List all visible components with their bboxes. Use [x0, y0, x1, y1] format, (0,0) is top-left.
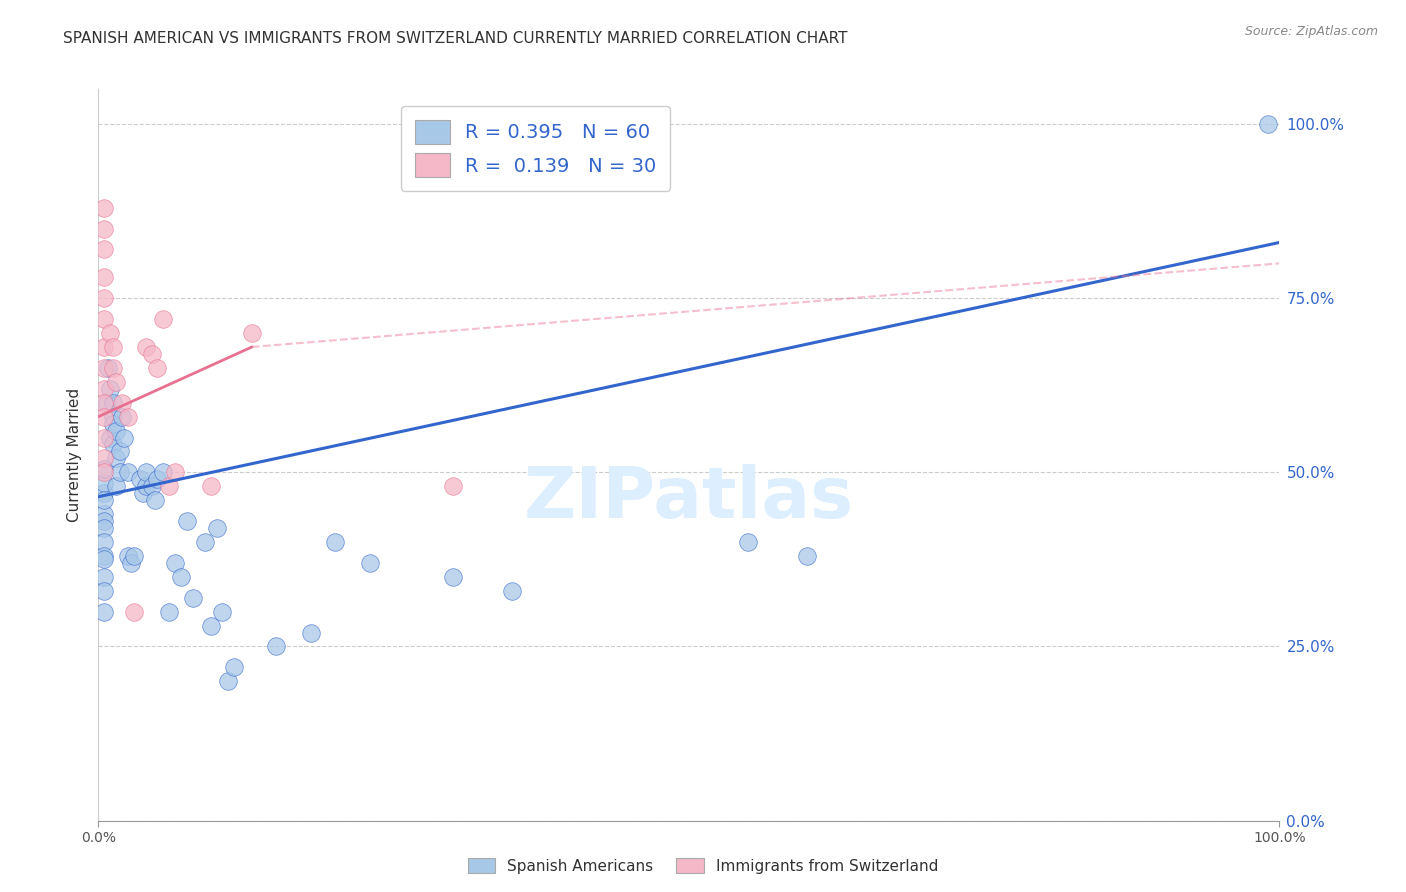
- Point: [93, 340, 115, 354]
- Point: [141, 347, 163, 361]
- Point: [200, 479, 222, 493]
- Point: [205, 521, 228, 535]
- Point: [176, 514, 198, 528]
- Point: [93, 243, 115, 257]
- Point: [93, 291, 115, 305]
- Point: [93, 521, 115, 535]
- Point: [93, 514, 115, 528]
- Point: [128, 472, 150, 486]
- Point: [157, 479, 180, 493]
- Point: [96, 395, 118, 409]
- Point: [98, 430, 121, 444]
- Point: [105, 451, 128, 466]
- Point: [93, 486, 115, 500]
- Point: [264, 640, 287, 654]
- Point: [143, 493, 166, 508]
- Point: [117, 549, 139, 563]
- Point: [93, 535, 115, 549]
- Point: [441, 570, 464, 584]
- Point: [165, 466, 187, 480]
- Point: [101, 437, 124, 451]
- Point: [224, 660, 246, 674]
- Point: [122, 605, 145, 619]
- Point: [240, 326, 263, 340]
- Point: [93, 409, 115, 424]
- Point: [152, 312, 174, 326]
- Point: [93, 451, 115, 466]
- Point: [135, 479, 157, 493]
- Point: [93, 312, 115, 326]
- Point: [101, 417, 124, 431]
- Point: [98, 326, 121, 340]
- Point: [737, 535, 759, 549]
- Point: [93, 583, 115, 598]
- Text: SPANISH AMERICAN VS IMMIGRANTS FROM SWITZERLAND CURRENTLY MARRIED CORRELATION CH: SPANISH AMERICAN VS IMMIGRANTS FROM SWIT…: [63, 31, 848, 46]
- Point: [132, 486, 155, 500]
- Point: [117, 409, 139, 424]
- Point: [93, 466, 115, 480]
- Point: [93, 221, 115, 235]
- Point: [135, 340, 157, 354]
- Point: [181, 591, 204, 605]
- Point: [93, 360, 115, 375]
- Point: [117, 466, 139, 480]
- Legend: R = 0.395   N = 60, R =  0.139   N = 30: R = 0.395 N = 60, R = 0.139 N = 30: [401, 106, 669, 191]
- Point: [135, 466, 157, 480]
- Point: [101, 340, 124, 354]
- Point: [93, 507, 115, 521]
- Point: [211, 605, 233, 619]
- Point: [141, 479, 163, 493]
- Point: [111, 395, 134, 409]
- Point: [108, 466, 131, 480]
- Point: [93, 552, 115, 566]
- Point: [93, 605, 115, 619]
- Point: [146, 472, 169, 486]
- Point: [101, 409, 124, 424]
- Point: [97, 360, 120, 375]
- Point: [111, 409, 134, 424]
- Point: [101, 395, 124, 409]
- Point: [217, 674, 239, 689]
- Y-axis label: Currently Married: Currently Married: [67, 388, 83, 522]
- Text: Source: ZipAtlas.com: Source: ZipAtlas.com: [1244, 25, 1378, 38]
- Point: [441, 479, 464, 493]
- Point: [101, 360, 124, 375]
- Legend: Spanish Americans, Immigrants from Switzerland: Spanish Americans, Immigrants from Switz…: [461, 852, 945, 880]
- Point: [105, 424, 128, 438]
- Point: [98, 382, 121, 396]
- Point: [122, 549, 145, 563]
- Point: [93, 382, 115, 396]
- Point: [93, 570, 115, 584]
- Point: [105, 375, 128, 389]
- Point: [121, 556, 143, 570]
- Point: [93, 270, 115, 285]
- Point: [93, 475, 115, 490]
- Point: [152, 466, 174, 480]
- Point: [93, 430, 115, 444]
- Text: ZIPatlas: ZIPatlas: [524, 465, 853, 533]
- Point: [796, 549, 818, 563]
- Point: [157, 605, 180, 619]
- Point: [323, 535, 346, 549]
- Point: [93, 549, 115, 563]
- Point: [194, 535, 217, 549]
- Point: [146, 360, 169, 375]
- Point: [165, 556, 187, 570]
- Point: [93, 201, 115, 215]
- Point: [93, 462, 115, 476]
- Point: [359, 556, 381, 570]
- Point: [105, 479, 128, 493]
- Point: [200, 618, 222, 632]
- Point: [108, 444, 131, 458]
- Point: [501, 583, 523, 598]
- Point: [1257, 117, 1279, 131]
- Point: [93, 493, 115, 508]
- Point: [93, 395, 115, 409]
- Point: [299, 625, 322, 640]
- Point: [112, 430, 135, 444]
- Point: [170, 570, 193, 584]
